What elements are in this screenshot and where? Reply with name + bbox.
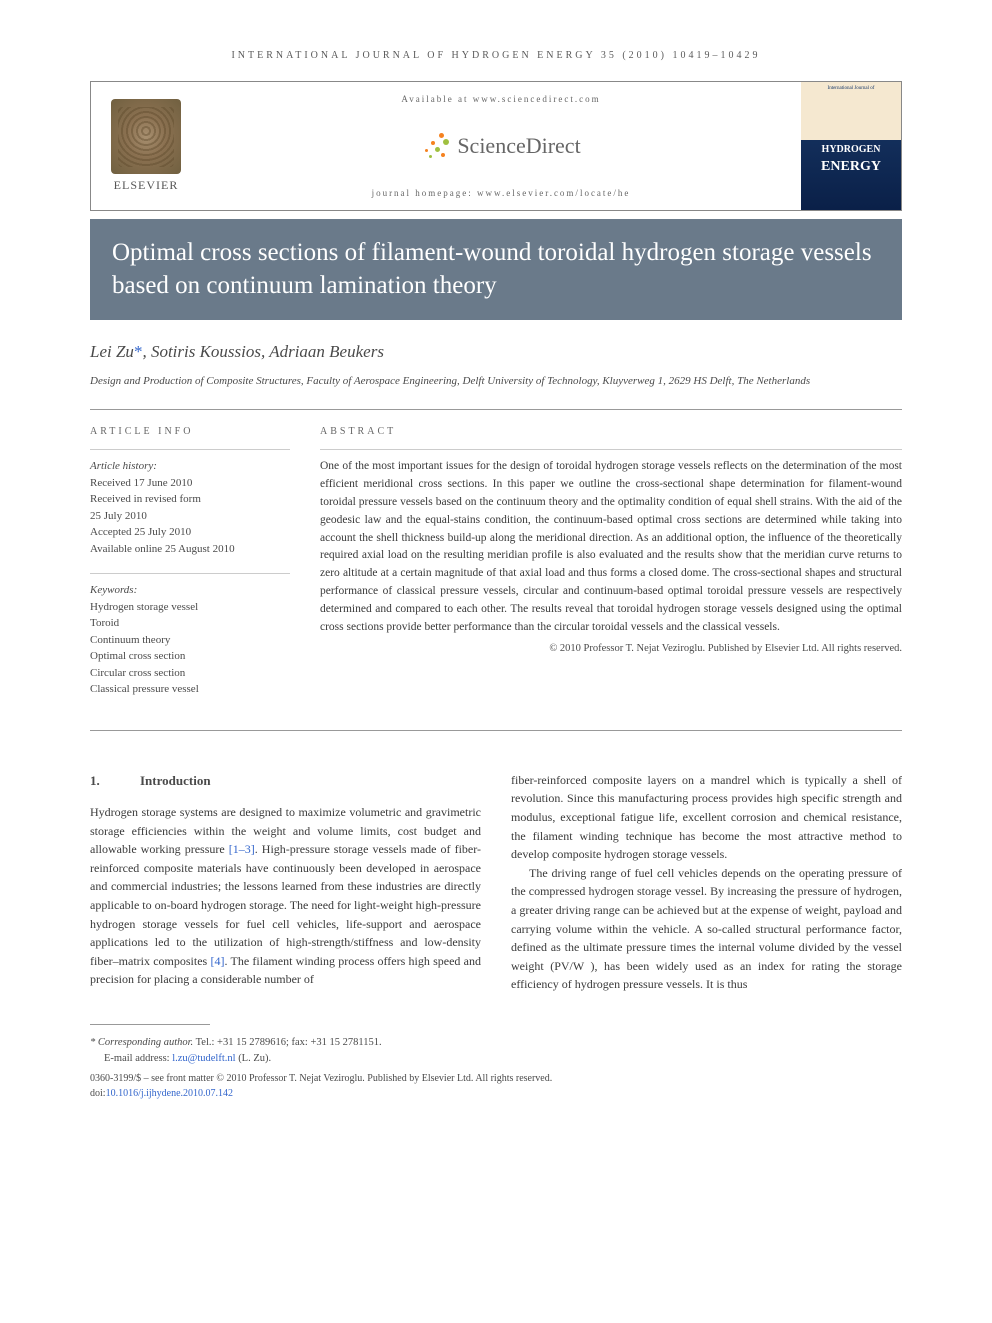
footer-copyright: 0360-3199/$ – see front matter © 2010 Pr… <box>90 1071 902 1101</box>
section-title: Introduction <box>140 773 211 788</box>
revised-date: 25 July 2010 <box>90 508 290 525</box>
article-info-column: ARTICLE INFO Article history: Received 1… <box>90 426 290 714</box>
keyword-item: Continuum theory <box>90 632 290 649</box>
revised-label: Received in revised form <box>90 491 290 508</box>
reference-link[interactable]: [4] <box>210 954 224 968</box>
keywords-label: Keywords: <box>90 582 290 599</box>
journal-cover[interactable]: International Journal of HYDROGEN ENERGY <box>801 82 901 210</box>
sciencedirect-dots-icon <box>421 131 451 161</box>
center-header: Available at www.sciencedirect.com Scien… <box>201 82 801 210</box>
available-text: Available at www.sciencedirect.com <box>401 94 600 104</box>
cover-energy: ENERGY <box>801 159 901 175</box>
keyword-item: Toroid <box>90 615 290 632</box>
author-sep: , <box>142 342 151 361</box>
author-1[interactable]: Lei Zu <box>90 342 134 361</box>
abstract-heading: ABSTRACT <box>320 426 902 437</box>
cover-top-text: International Journal of <box>801 82 901 140</box>
abstract-column: ABSTRACT One of the most important issue… <box>320 426 902 714</box>
body-paragraph: Hydrogen storage systems are designed to… <box>90 803 481 989</box>
journal-header: INTERNATIONAL JOURNAL OF HYDROGEN ENERGY… <box>90 50 902 61</box>
corresponding-label: * Corresponding author. <box>90 1037 193 1048</box>
history-label: Article history: <box>90 458 290 475</box>
author-2[interactable]: Sotiris Koussios <box>151 342 261 361</box>
corresponding-author: * Corresponding author. Tel.: +31 15 278… <box>90 1035 902 1067</box>
title-bar: Optimal cross sections of filament-wound… <box>90 219 902 320</box>
header-box: ELSEVIER Available at www.sciencedirect.… <box>90 81 902 211</box>
email-suffix: (L. Zu). <box>236 1053 272 1064</box>
article-info-heading: ARTICLE INFO <box>90 426 290 437</box>
section-number: 1. <box>90 771 140 791</box>
keyword-item: Classical pressure vessel <box>90 681 290 698</box>
authors: Lei Zu*, Sotiris Koussios, Adriaan Beuke… <box>90 342 902 362</box>
section-heading: 1.Introduction <box>90 771 481 791</box>
body-columns: 1.Introduction Hydrogen storage systems … <box>90 771 902 994</box>
keyword-item: Optimal cross section <box>90 648 290 665</box>
reference-link[interactable]: [1–3] <box>229 842 255 856</box>
elsevier-tree-icon <box>111 99 181 174</box>
received-date: Received 17 June 2010 <box>90 475 290 492</box>
body-paragraph: The driving range of fuel cell vehicles … <box>511 864 902 994</box>
body-column-left: 1.Introduction Hydrogen storage systems … <box>90 771 481 994</box>
info-abstract-row: ARTICLE INFO Article history: Received 1… <box>90 409 902 731</box>
issn-line: 0360-3199/$ – see front matter © 2010 Pr… <box>90 1071 902 1086</box>
tel-fax: Tel.: +31 15 2789616; fax: +31 15 278115… <box>193 1037 381 1048</box>
sciencedirect-logo[interactable]: ScienceDirect <box>421 131 580 161</box>
body-paragraph: fiber-reinforced composite layers on a m… <box>511 771 902 864</box>
abstract-copyright: © 2010 Professor T. Nejat Veziroglu. Pub… <box>320 643 902 654</box>
abstract-text: One of the most important issues for the… <box>320 449 902 636</box>
author-sep: , <box>261 342 269 361</box>
keyword-item: Circular cross section <box>90 665 290 682</box>
keyword-item: Hydrogen storage vessel <box>90 599 290 616</box>
author-3[interactable]: Adriaan Beukers <box>269 342 384 361</box>
accepted-date: Accepted 25 July 2010 <box>90 524 290 541</box>
article-history-block: Article history: Received 17 June 2010 R… <box>90 449 290 557</box>
sciencedirect-text: ScienceDirect <box>457 133 580 159</box>
body-text: . High-pressure storage vessels made of … <box>90 842 481 968</box>
cover-title: HYDROGEN <box>801 140 901 159</box>
email-label: E-mail address: <box>90 1053 172 1064</box>
homepage-text: journal homepage: www.elsevier.com/locat… <box>372 188 631 198</box>
article-title: Optimal cross sections of filament-wound… <box>112 237 880 302</box>
doi-link[interactable]: 10.1016/j.ijhydene.2010.07.142 <box>106 1088 234 1099</box>
online-date: Available online 25 August 2010 <box>90 541 290 558</box>
keywords-block: Keywords: Hydrogen storage vessel Toroid… <box>90 573 290 698</box>
doi-label: doi: <box>90 1088 106 1099</box>
elsevier-logo[interactable]: ELSEVIER <box>91 82 201 210</box>
email-link[interactable]: l.zu@tudelft.nl <box>172 1053 235 1064</box>
elsevier-text: ELSEVIER <box>114 178 179 193</box>
body-column-right: fiber-reinforced composite layers on a m… <box>511 771 902 994</box>
footer-separator <box>90 1024 210 1025</box>
affiliation: Design and Production of Composite Struc… <box>90 374 902 389</box>
